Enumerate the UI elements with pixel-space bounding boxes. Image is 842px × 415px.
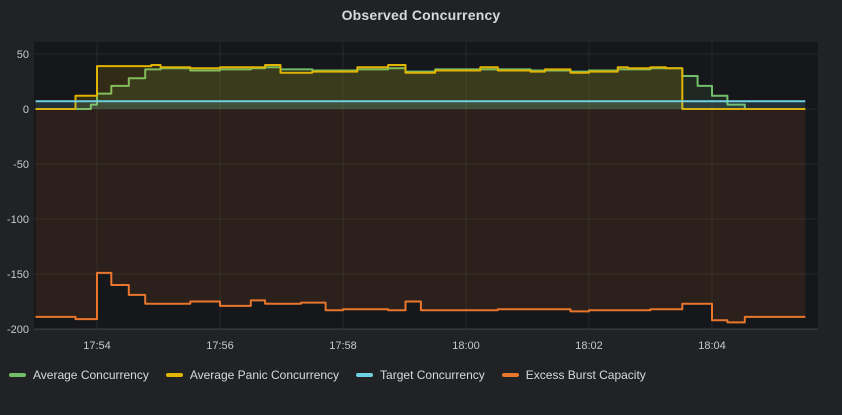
series-swatch-icon (165, 373, 183, 377)
legend-item-average-concurrency[interactable]: Average Concurrency (9, 366, 149, 384)
time-series-chart[interactable]: 50 0 -50 -100 -150 -200 17:54 17:56 17:58 18:00 18… (0, 42, 842, 358)
legend-label: Average Panic Concurrency (189, 368, 340, 382)
y-tick-label: -50 (13, 159, 29, 171)
series-fill-target-concurrency (35, 101, 806, 109)
x-tick-label: 17:54 (83, 340, 111, 352)
x-tick-label: 18:02 (575, 340, 603, 352)
y-tick-label: 50 (17, 49, 29, 61)
series-swatch-icon (501, 373, 519, 377)
legend: Average Concurrency Average Panic Concur… (9, 366, 646, 384)
y-tick-label: -100 (7, 214, 29, 226)
y-tick-label: -150 (7, 269, 29, 281)
x-tick-label: 17:58 (329, 340, 357, 352)
series-swatch-icon (9, 373, 26, 377)
x-tick-label: 18:00 (452, 340, 480, 352)
legend-item-target-concurrency[interactable]: Target Concurrency (356, 366, 485, 384)
x-tick-label: 17:56 (206, 340, 234, 352)
legend-item-average-panic-concurrency[interactable]: Average Panic Concurrency (165, 366, 340, 384)
x-tick-label: 18:04 (698, 340, 726, 352)
series-fill-average-panic-concurrency (35, 65, 806, 109)
chart-canvas: 50 0 -50 -100 -150 -200 17:54 17:56 17:58 18:00 18… (7, 42, 818, 352)
legend-label: Target Concurrency (380, 368, 485, 382)
legend-label: Excess Burst Capacity (525, 368, 646, 382)
series-line-average-panic-concurrency (35, 64, 806, 110)
panel-title[interactable]: Observed Concurrency (341, 7, 501, 23)
y-tick-label: 0 (23, 104, 29, 116)
legend-item-excess-burst-capacity[interactable]: Excess Burst Capacity (501, 366, 646, 384)
series-line-excess-burst-capacity (35, 271, 806, 324)
series-swatch-icon (356, 373, 374, 377)
plot-area[interactable] (34, 42, 818, 329)
legend-label: Average Concurrency (33, 368, 149, 382)
y-tick-label: -200 (7, 324, 29, 336)
series-fill-average-concurrency (35, 67, 806, 109)
series-fill-excess-burst-capacity (35, 109, 806, 323)
